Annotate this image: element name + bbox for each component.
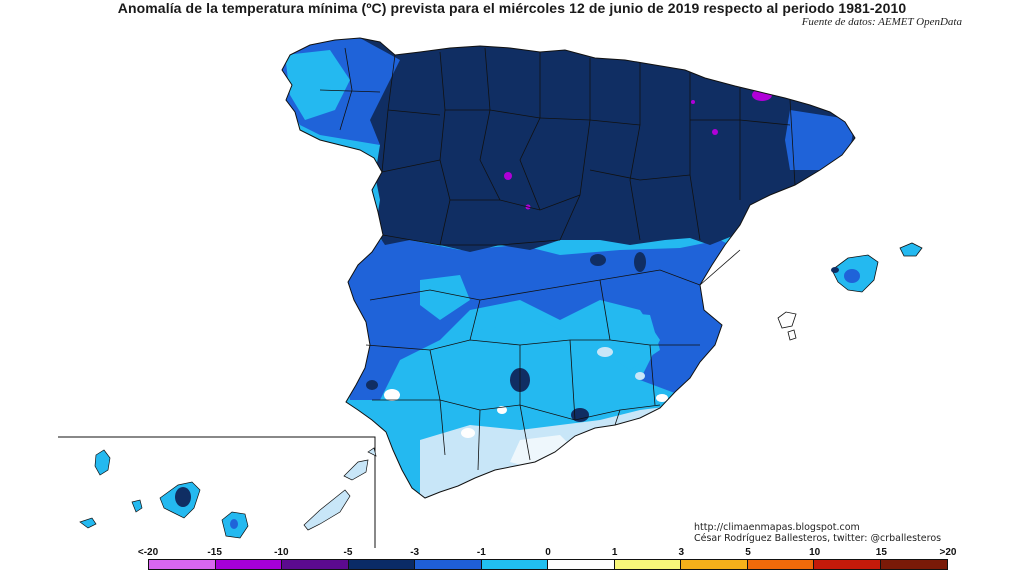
legend-swatch xyxy=(814,560,881,569)
legend-swatch xyxy=(548,560,615,569)
legend-swatch xyxy=(215,560,282,569)
legend-tick-label: -1 xyxy=(476,547,486,558)
data-source: Fuente de datos: AEMET OpenData xyxy=(801,16,962,28)
legend-swatch xyxy=(747,560,814,569)
legend-swatch xyxy=(681,560,748,569)
legend-tick-label: 10 xyxy=(809,547,821,558)
legend-tick-label: 3 xyxy=(678,547,685,558)
legend-swatch xyxy=(880,560,947,569)
balearic-islands xyxy=(777,242,923,341)
legend-swatch xyxy=(614,560,681,569)
map-title: Anomalía de la temperatura mínima (ºC) p… xyxy=(117,0,907,16)
legend-color-bar xyxy=(148,559,948,570)
author-credit: César Rodríguez Ballesteros, twitter: @c… xyxy=(694,533,942,544)
province-boundaries xyxy=(319,47,796,471)
legend-tick-label: 15 xyxy=(875,547,887,558)
blog-url: http://climaenmapas.blogspot.com xyxy=(694,522,860,533)
legend-swatch xyxy=(481,560,548,569)
legend-tick-label: -3 xyxy=(410,547,420,558)
iberian-peninsula xyxy=(282,38,855,498)
legend-swatch xyxy=(348,560,415,569)
legend-swatch xyxy=(415,560,482,569)
legend-ticks: <-20 -15 -10 -5 -3 -1 0 1 3 5 10 15 >20 xyxy=(0,547,1024,559)
legend-swatch xyxy=(149,560,216,569)
peninsula-outline xyxy=(281,37,856,499)
legend-swatch xyxy=(282,560,349,569)
legend-tick-label: <-20 xyxy=(137,547,159,558)
canary-islands-inset xyxy=(58,436,377,548)
legend-tick-label: 0 xyxy=(545,547,551,558)
legend-tick-label: >20 xyxy=(939,547,957,558)
credits: http://climaenmapas.blogspot.com César R… xyxy=(694,522,941,544)
legend-tick-label: 1 xyxy=(611,547,618,558)
legend-tick-label: -10 xyxy=(274,547,289,558)
legend-tick-label: -15 xyxy=(207,547,222,558)
legend-tick-label: -5 xyxy=(343,547,353,558)
legend-tick-label: 5 xyxy=(745,547,751,558)
